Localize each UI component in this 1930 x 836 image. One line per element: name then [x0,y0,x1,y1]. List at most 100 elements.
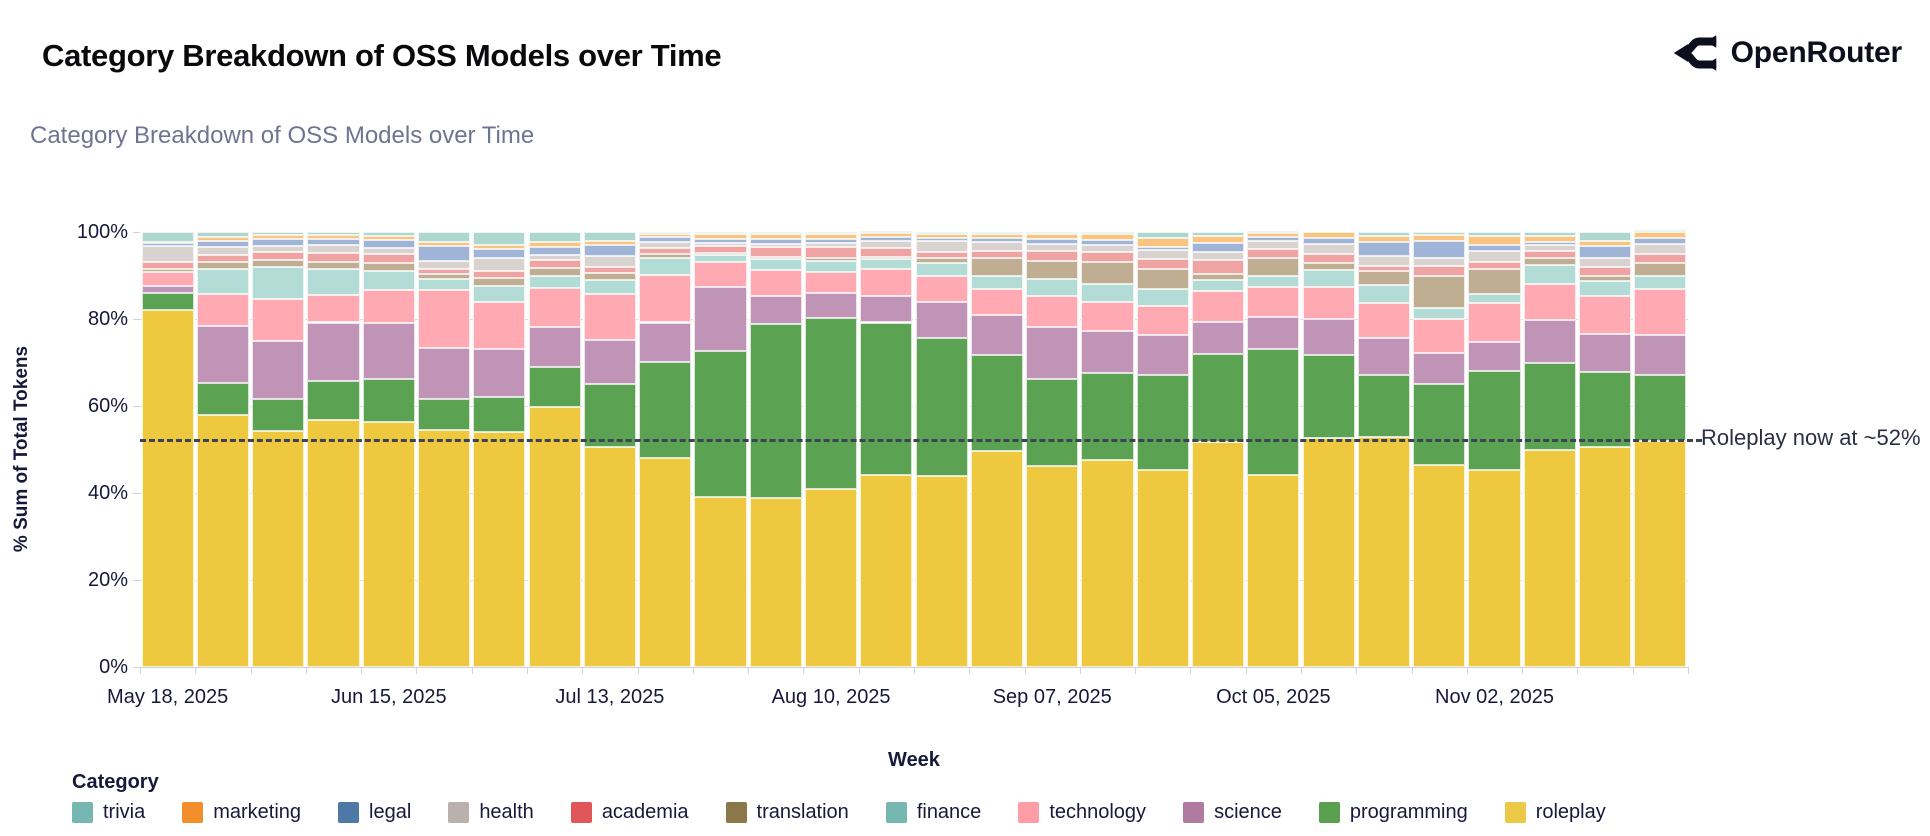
bar-segment-finance[interactable] [528,275,581,288]
bar-segment-programming[interactable] [1357,374,1411,437]
bar-segment-technology[interactable] [1634,288,1687,336]
bar-segment-trivia[interactable] [528,232,581,243]
bar-segment-academia[interactable] [417,268,471,275]
bar-segment-programming[interactable] [860,322,913,476]
bar-segment-roleplay[interactable] [1634,440,1687,667]
bar-segment-translation[interactable] [860,256,913,260]
bar-segment-science[interactable] [1026,327,1079,380]
bar-segment-marketing[interactable] [417,241,471,246]
bar-segment-roleplay[interactable] [1468,469,1521,667]
bar-segment-health[interactable] [1191,251,1245,261]
bar-segment-technology[interactable] [1136,305,1189,335]
bar-segment-finance[interactable] [804,260,858,273]
bar-segment-roleplay[interactable] [970,451,1024,667]
bar-segment-health[interactable] [252,245,305,252]
bar-segment-academia[interactable] [1191,260,1245,274]
bar-segment-finance[interactable] [1578,281,1632,296]
bar-segment-roleplay[interactable] [860,475,913,667]
bar-segment-legal[interactable] [694,238,747,243]
bar-segment-health[interactable] [1634,244,1687,255]
bar-segment-marketing[interactable] [1357,236,1411,243]
bar-segment-trivia[interactable] [694,232,747,235]
bar-segment-translation[interactable] [1523,257,1576,265]
bar-segment-translation[interactable] [694,252,747,256]
bar-segment-technology[interactable] [141,272,194,286]
bar-segment-translation[interactable] [1413,275,1466,308]
bar-segment-technology[interactable] [362,290,415,324]
bar-segment-finance[interactable] [417,279,471,291]
bar-segment-legal[interactable] [1302,238,1355,245]
bar-segment-programming[interactable] [1523,362,1576,450]
bar-segment-translation[interactable] [141,268,194,272]
bar-segment-trivia[interactable] [1634,230,1687,233]
bar-segment-trivia[interactable] [915,232,968,235]
bar-segment-roleplay[interactable] [252,430,305,667]
bar-segment-translation[interactable] [749,256,802,260]
bar-segment-roleplay[interactable] [583,447,637,667]
bar-segment-trivia[interactable] [749,232,802,235]
bar-segment-finance[interactable] [1357,285,1411,304]
bar-segment-programming[interactable] [417,399,471,430]
bar-segment-marketing[interactable] [639,233,692,238]
bar-segment-science[interactable] [1523,320,1576,363]
bar-segment-roleplay[interactable] [694,497,747,667]
bar-segment-legal[interactable] [1634,238,1687,245]
bar-segment-translation[interactable] [1634,262,1687,276]
bar-segment-programming[interactable] [639,362,692,459]
bar-segment-marketing[interactable] [860,233,913,237]
bar-segment-roleplay[interactable] [196,414,250,667]
bar-segment-trivia[interactable] [970,231,1024,234]
bar-segment-finance[interactable] [694,255,747,263]
bar-segment-programming[interactable] [1136,374,1189,470]
bar-segment-finance[interactable] [1026,279,1079,296]
bar-segment-translation[interactable] [417,274,471,280]
bar-segment-academia[interactable] [307,252,360,262]
bar-segment-science[interactable] [1136,334,1189,375]
bar-segment-roleplay[interactable] [473,432,526,667]
bar-segment-roleplay[interactable] [141,310,194,667]
bar-segment-translation[interactable] [639,254,692,258]
bar-segment-health[interactable] [528,254,581,260]
bar-segment-finance[interactable] [1468,293,1521,304]
bar-segment-programming[interactable] [1191,354,1245,442]
bar-segment-trivia[interactable] [583,232,637,241]
bar-segment-finance[interactable] [473,286,526,302]
bar-segment-technology[interactable] [1247,287,1300,317]
bar-segment-legal[interactable] [970,238,1024,242]
bar-segment-academia[interactable] [1634,254,1687,263]
bar-segment-finance[interactable] [1191,280,1245,291]
bar-segment-finance[interactable] [362,271,415,291]
bar-segment-academia[interactable] [694,246,747,253]
bar-segment-technology[interactable] [1081,301,1134,332]
bar-segment-legal[interactable] [1136,247,1189,250]
bar-segment-translation[interactable] [804,257,858,261]
bar-segment-health[interactable] [694,242,747,247]
bar-segment-health[interactable] [1026,244,1079,251]
bar-segment-roleplay[interactable] [1136,469,1189,667]
bar-segment-technology[interactable] [749,269,802,296]
bar-segment-science[interactable] [1578,334,1632,372]
bar-segment-translation[interactable] [1578,275,1632,282]
bar-segment-academia[interactable] [1523,250,1576,258]
bar-segment-technology[interactable] [1302,286,1355,319]
bar-segment-health[interactable] [1302,244,1355,255]
bar-segment-finance[interactable] [749,259,802,270]
bar-segment-health[interactable] [1357,255,1411,266]
bar-segment-health[interactable] [417,260,471,269]
bar-segment-finance[interactable] [1136,288,1189,306]
bar-segment-programming[interactable] [583,383,637,448]
bar-segment-translation[interactable] [915,257,968,264]
bar-segment-legal[interactable] [860,236,913,241]
bar-segment-science[interactable] [417,347,471,400]
bar-segment-programming[interactable] [1081,372,1134,460]
bar-segment-science[interactable] [1357,338,1411,375]
bar-segment-legal[interactable] [1081,240,1134,246]
bar-segment-marketing[interactable] [915,234,968,238]
bar-segment-health[interactable] [915,240,968,252]
bar-segment-marketing[interactable] [362,235,415,241]
bar-segment-roleplay[interactable] [915,476,968,667]
bar-segment-science[interactable] [1302,318,1355,355]
bar-segment-technology[interactable] [639,274,692,323]
bar-segment-legal[interactable] [362,240,415,249]
bar-segment-academia[interactable] [804,246,858,258]
